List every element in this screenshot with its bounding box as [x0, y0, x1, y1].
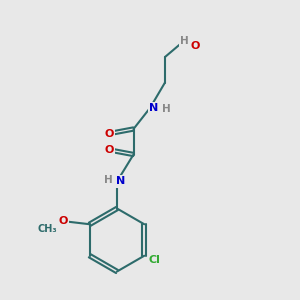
- Text: H: H: [162, 104, 171, 115]
- Text: CH₃: CH₃: [38, 224, 58, 234]
- Text: Cl: Cl: [149, 255, 161, 265]
- Text: H: H: [180, 35, 189, 46]
- Text: H: H: [104, 175, 113, 185]
- Text: N: N: [116, 176, 125, 187]
- Text: O: O: [105, 145, 114, 155]
- Text: N: N: [149, 103, 158, 113]
- Text: O: O: [190, 41, 200, 51]
- Text: O: O: [105, 128, 114, 139]
- Text: O: O: [59, 216, 68, 226]
